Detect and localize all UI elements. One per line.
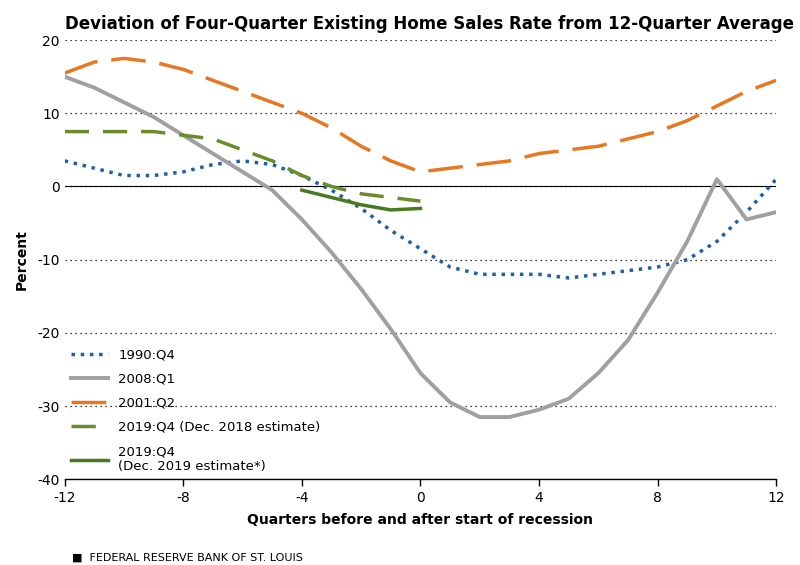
Text: Deviation of Four-Quarter Existing Home Sales Rate from 12-Quarter Average: Deviation of Four-Quarter Existing Home … — [65, 15, 794, 33]
Text: ■  FEDERAL RESERVE BANK OF ST. LOUIS: ■ FEDERAL RESERVE BANK OF ST. LOUIS — [72, 552, 303, 562]
Legend: 1990:Q4, 2008:Q1, 2001:Q2, 2019:Q4 (Dec. 2018 estimate), 2019:Q4
(Dec. 2019 esti: 1990:Q4, 2008:Q1, 2001:Q2, 2019:Q4 (Dec.… — [71, 348, 321, 473]
X-axis label: Quarters before and after start of recession: Quarters before and after start of reces… — [247, 514, 594, 527]
Y-axis label: Percent: Percent — [15, 229, 29, 290]
